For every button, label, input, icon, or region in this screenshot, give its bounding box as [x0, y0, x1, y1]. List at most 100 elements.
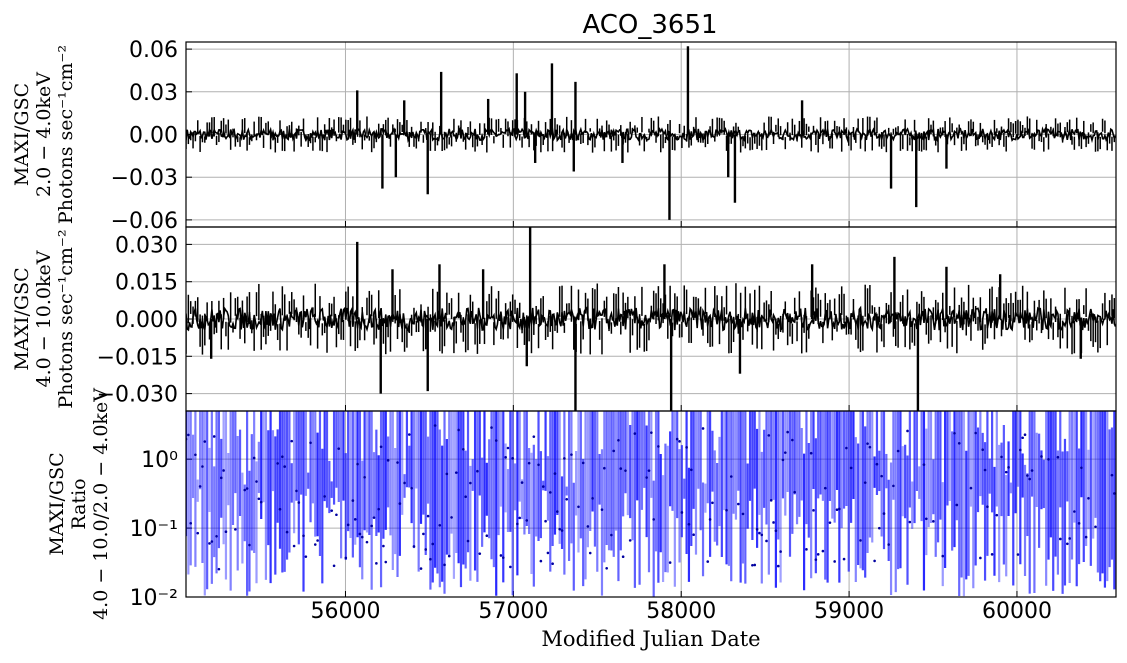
ratio-point	[316, 539, 319, 542]
ratio-point	[363, 475, 366, 479]
ratio-point	[297, 501, 301, 504]
ratio-point	[285, 530, 289, 534]
ratio-point	[645, 476, 648, 479]
ratio-point	[628, 539, 632, 542]
ratio-point	[581, 461, 585, 465]
ratio-point	[906, 429, 909, 433]
ratio-point	[617, 438, 620, 442]
ratio-point	[219, 476, 223, 480]
ratio-point	[755, 527, 759, 531]
ratio-point	[814, 558, 818, 561]
ratio-point	[650, 431, 653, 434]
ratio-point	[845, 446, 848, 450]
ratio-point	[476, 469, 479, 473]
y-tick-label: 0.000	[115, 308, 178, 333]
ratio-point	[551, 562, 554, 566]
ratio-point	[234, 528, 237, 531]
ratio-point	[257, 497, 261, 501]
ratio-point	[849, 466, 853, 470]
ratio-point	[1021, 436, 1024, 440]
ratio-point	[588, 551, 592, 555]
ratio-point	[450, 516, 453, 519]
ratio-point	[805, 548, 808, 551]
ratio-point	[974, 431, 977, 435]
ratio-point	[1007, 466, 1010, 469]
ratio-point	[708, 518, 712, 521]
x-tick-label: 58000	[646, 599, 716, 624]
ratio-point	[922, 463, 926, 466]
ratio-point	[419, 567, 423, 570]
ratio-point	[375, 562, 378, 565]
ratio-point	[332, 564, 336, 568]
ratio-point	[821, 549, 825, 553]
ratio-point	[548, 491, 552, 494]
y-axis-label-line: 4.0 − 10.0keV	[33, 250, 55, 387]
y-tick-label: 0.015	[115, 271, 178, 296]
ratio-point	[753, 563, 757, 567]
ratio-point	[668, 561, 672, 564]
ratio-point	[687, 522, 691, 526]
ratio-point	[878, 526, 881, 530]
ratio-point	[765, 539, 768, 543]
ratio-point	[657, 445, 660, 448]
ratio-point	[979, 556, 982, 560]
ratio-point	[619, 467, 623, 470]
y-tick-label: 0.06	[129, 38, 178, 63]
ratio-point	[356, 462, 359, 466]
ratio-point	[210, 540, 214, 543]
ratio-point	[932, 520, 935, 523]
ratio-point	[553, 472, 557, 475]
ratio-point	[1016, 553, 1020, 556]
ratio-point	[1019, 448, 1022, 452]
ratio-point	[981, 448, 985, 452]
ratio-point	[252, 456, 256, 460]
ratio-point	[842, 557, 846, 561]
ratio-point	[525, 519, 529, 522]
ratio-point	[302, 534, 305, 538]
ratio-point	[410, 486, 413, 490]
ratio-point	[908, 520, 912, 524]
ratio-point	[358, 532, 362, 536]
ratio-point	[969, 486, 973, 490]
ratio-point	[222, 469, 225, 472]
ratio-point	[313, 543, 317, 546]
ratio-point	[212, 435, 216, 438]
ratio-point	[1068, 537, 1071, 540]
y-axis-label-line: 2.0 − 4.0keV	[33, 72, 55, 197]
ratio-point	[398, 502, 402, 505]
ratio-point	[304, 555, 308, 558]
ratio-point	[466, 539, 470, 543]
ratio-point	[781, 458, 785, 462]
ratio-point	[243, 488, 247, 492]
ratio-point	[647, 469, 651, 472]
ratio-point	[469, 481, 472, 485]
ratio-point	[769, 499, 773, 502]
ratio-point	[541, 485, 545, 488]
ratio-point	[701, 427, 705, 430]
ratio-point	[292, 544, 296, 548]
ratio-point	[509, 565, 512, 569]
ratio-point	[953, 431, 956, 435]
ratio-point	[438, 523, 442, 527]
ratio-point	[201, 465, 204, 468]
ratio-point	[612, 449, 616, 453]
ratio-point	[783, 451, 787, 454]
ratio-point	[725, 508, 728, 512]
ratio-point	[537, 463, 540, 467]
ratio-point	[1000, 455, 1003, 459]
ratio-point	[685, 446, 688, 449]
ratio-point	[995, 513, 999, 517]
ratio-point	[863, 481, 867, 484]
ratio-point	[586, 525, 590, 528]
ratio-point	[1080, 466, 1083, 470]
ratio-point	[838, 507, 841, 511]
ratio-point	[1023, 433, 1027, 436]
ratio-point	[866, 442, 869, 445]
ratio-point	[680, 511, 684, 514]
ratio-point	[189, 521, 193, 525]
ratio-point	[290, 439, 294, 443]
ratio-point	[527, 461, 531, 465]
ratio-point	[875, 462, 879, 466]
ratio-point	[187, 433, 190, 437]
ratio-point	[259, 500, 263, 504]
